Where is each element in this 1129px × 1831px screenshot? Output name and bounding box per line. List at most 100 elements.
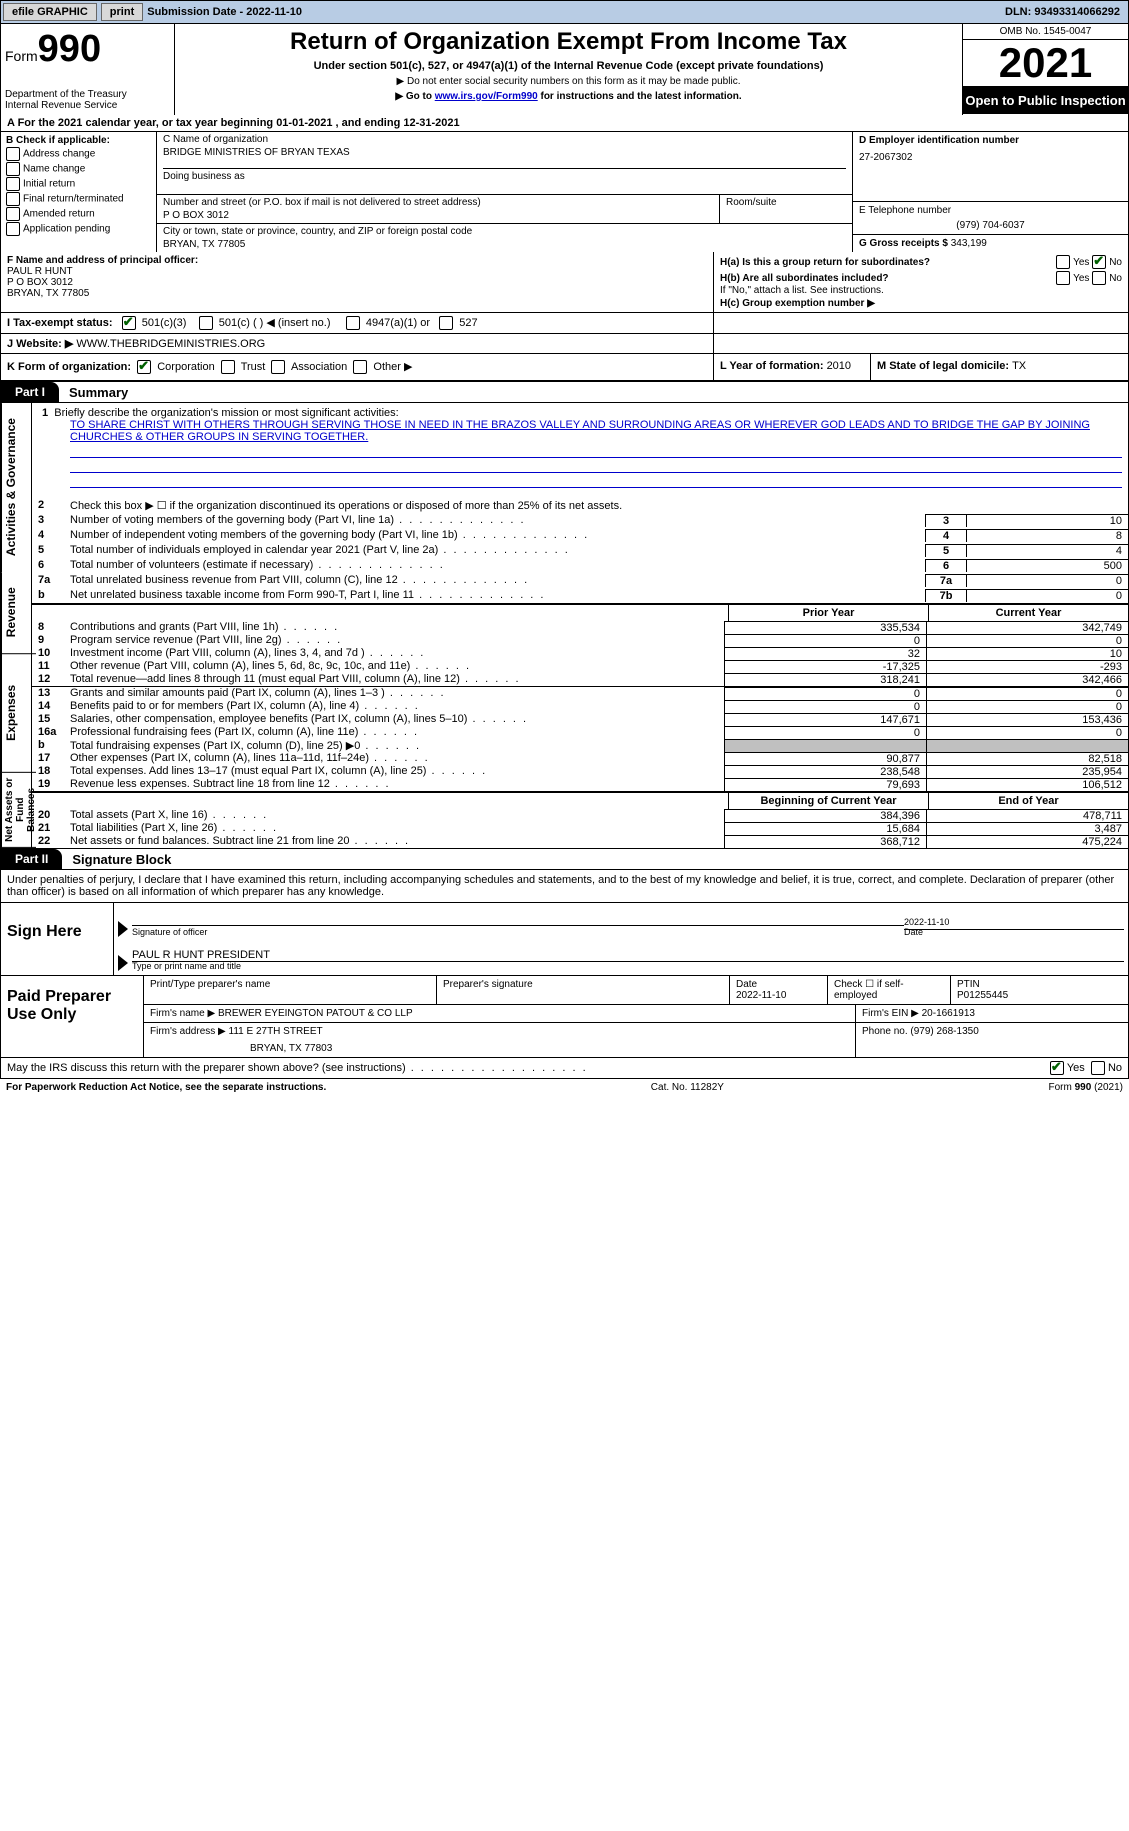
tax-year: 2021 — [963, 40, 1128, 87]
chk-4947[interactable] — [346, 316, 360, 330]
ein-value: 27-2067302 — [859, 152, 1122, 163]
chk-final-return[interactable] — [6, 192, 20, 206]
summary-row: 19Revenue less expenses. Subtract line 1… — [32, 778, 1128, 791]
officer-name: PAUL R HUNT — [7, 266, 707, 277]
summary-table: Activities & Governance Revenue Expenses… — [0, 403, 1129, 849]
line-1-label: Briefly describe the organization's miss… — [54, 407, 398, 419]
hb-label: H(b) Are all subordinates included? — [720, 273, 1056, 284]
paid-preparer-block: Paid Preparer Use Only Print/Type prepar… — [0, 976, 1129, 1058]
line-2: Check this box ▶ ☐ if the organization d… — [66, 499, 1128, 512]
summary-row: 21Total liabilities (Part X, line 26)15,… — [32, 822, 1128, 835]
part-1-header: Part I Summary — [0, 382, 1129, 403]
sign-here-label: Sign Here — [1, 903, 113, 975]
chk-hb-yes[interactable] — [1056, 271, 1070, 285]
chk-name-change[interactable] — [6, 162, 20, 176]
firm-address: Firm's address ▶ 111 E 27TH STREET BRYAN… — [144, 1023, 856, 1057]
block-d: D Employer identification number 27-2067… — [852, 132, 1128, 252]
chk-initial-return[interactable] — [6, 177, 20, 191]
block-b: B Check if applicable: Address change Na… — [1, 132, 157, 252]
col-begin-year: Beginning of Current Year — [728, 793, 928, 809]
line-j-label: J Website: ▶ — [7, 338, 76, 350]
top-bar: efile GRAPHIC print Submission Date - 20… — [0, 0, 1129, 24]
col-current-year: Current Year — [928, 605, 1128, 621]
line-m-label: M State of legal domicile: — [877, 360, 1012, 372]
chk-corp[interactable] — [137, 360, 151, 374]
block-b-label: B Check if applicable: — [6, 135, 151, 146]
gross-label: G Gross receipts $ — [859, 238, 951, 249]
city-value: BRYAN, TX 77805 — [163, 239, 846, 250]
chk-discuss-yes[interactable] — [1050, 1061, 1064, 1075]
summary-row: 16aProfessional fundraising fees (Part I… — [32, 726, 1128, 739]
summary-row: bNet unrelated business taxable income f… — [32, 588, 1128, 603]
phone-label: E Telephone number — [859, 205, 1122, 216]
irs-discuss-row: May the IRS discuss this return with the… — [0, 1058, 1129, 1079]
chk-hb-no[interactable] — [1092, 271, 1106, 285]
officer-addr2: BRYAN, TX 77805 — [7, 288, 707, 299]
print-button[interactable]: print — [101, 3, 143, 21]
side-revenue: Revenue — [1, 572, 36, 654]
gross-value: 343,199 — [951, 238, 987, 249]
efile-button[interactable]: efile GRAPHIC — [3, 3, 97, 21]
chk-501c[interactable] — [199, 316, 213, 330]
org-name-label: C Name of organization — [163, 134, 846, 145]
chk-app-pending[interactable] — [6, 222, 20, 236]
sign-here-block: Sign Here Signature of officer 2022-11-1… — [0, 903, 1129, 976]
section-net-assets: Beginning of Current Year End of Year 20… — [32, 792, 1128, 848]
declaration-text: Under penalties of perjury, I declare th… — [0, 870, 1129, 903]
addr-value: P O BOX 3012 — [163, 210, 713, 221]
side-net-assets: Net Assets or Fund Balances — [1, 773, 36, 848]
block-h: H(a) Is this a group return for subordin… — [714, 252, 1128, 312]
form-note-2: ▶ Go to www.irs.gov/Form990 for instruct… — [181, 91, 956, 102]
footer-mid: Cat. No. 11282Y — [651, 1082, 724, 1093]
section-expenses: 13Grants and similar amounts paid (Part … — [32, 687, 1128, 792]
block-bcd: B Check if applicable: Address change Na… — [0, 132, 1129, 252]
phone-value: (979) 704-6037 — [859, 220, 1122, 231]
mission-text: TO SHARE CHRIST WITH OTHERS THROUGH SERV… — [70, 419, 1122, 443]
form-subtitle: Under section 501(c), 527, or 4947(a)(1)… — [181, 60, 956, 72]
form-header: Form990 Department of the Treasury Inter… — [0, 24, 1129, 115]
chk-trust[interactable] — [221, 360, 235, 374]
summary-row: 4Number of independent voting members of… — [32, 528, 1128, 543]
chk-amended[interactable] — [6, 207, 20, 221]
line-i-label: I Tax-exempt status: — [7, 317, 113, 329]
chk-other[interactable] — [353, 360, 367, 374]
chk-527[interactable] — [439, 316, 453, 330]
ha-label: H(a) Is this a group return for subordin… — [720, 257, 1056, 268]
footer-left: For Paperwork Reduction Act Notice, see … — [6, 1082, 326, 1093]
prep-date: Date2022-11-10 — [730, 976, 828, 1004]
form-number: 990 — [38, 28, 101, 70]
part-2-header: Part II Signature Block — [0, 849, 1129, 870]
room-suite-label: Room/suite — [719, 195, 852, 223]
hb-note: If "No," attach a list. See instructions… — [720, 285, 1122, 296]
officer-addr1: P O BOX 3012 — [7, 277, 707, 288]
firm-name: Firm's name ▶ BREWER EYEINGTON PATOUT & … — [144, 1005, 856, 1022]
chk-ha-yes[interactable] — [1056, 255, 1070, 269]
chk-501c3[interactable] — [122, 316, 136, 330]
chk-ha-no[interactable] — [1092, 255, 1106, 269]
paid-preparer-label: Paid Preparer Use Only — [1, 976, 143, 1057]
col-end-year: End of Year — [928, 793, 1128, 809]
summary-row: 20Total assets (Part X, line 16)384,3964… — [32, 809, 1128, 822]
chk-discuss-no[interactable] — [1091, 1061, 1105, 1075]
header-right: OMB No. 1545-0047 2021 Open to Public In… — [962, 24, 1128, 115]
section-activities: 1 Briefly describe the organization's mi… — [32, 403, 1128, 604]
block-f-label: F Name and address of principal officer: — [7, 255, 707, 266]
addr-label: Number and street (or P.O. box if mail i… — [163, 197, 713, 208]
summary-row: 22Net assets or fund balances. Subtract … — [32, 835, 1128, 848]
summary-row: 10Investment income (Part VIII, column (… — [32, 647, 1128, 660]
chk-assoc[interactable] — [271, 360, 285, 374]
dba-label: Doing business as — [163, 168, 846, 182]
summary-row: 5Total number of individuals employed in… — [32, 543, 1128, 558]
summary-row: 17Other expenses (Part IX, column (A), l… — [32, 752, 1128, 765]
org-name: BRIDGE MINISTRIES OF BRYAN TEXAS — [163, 147, 846, 158]
chk-address-change[interactable] — [6, 147, 20, 161]
irs-link[interactable]: www.irs.gov/Form990 — [435, 91, 538, 102]
prep-self-emp: Check ☐ if self-employed — [828, 976, 951, 1004]
state-domicile: TX — [1012, 360, 1026, 372]
summary-row: 11Other revenue (Part VIII, column (A), … — [32, 660, 1128, 673]
header-left: Form990 Department of the Treasury Inter… — [1, 24, 175, 115]
block-f: F Name and address of principal officer:… — [1, 252, 714, 312]
irs-label: Internal Revenue Service — [5, 100, 170, 111]
line-a: A For the 2021 calendar year, or tax yea… — [0, 115, 1129, 132]
summary-row: 3Number of voting members of the governi… — [32, 513, 1128, 528]
